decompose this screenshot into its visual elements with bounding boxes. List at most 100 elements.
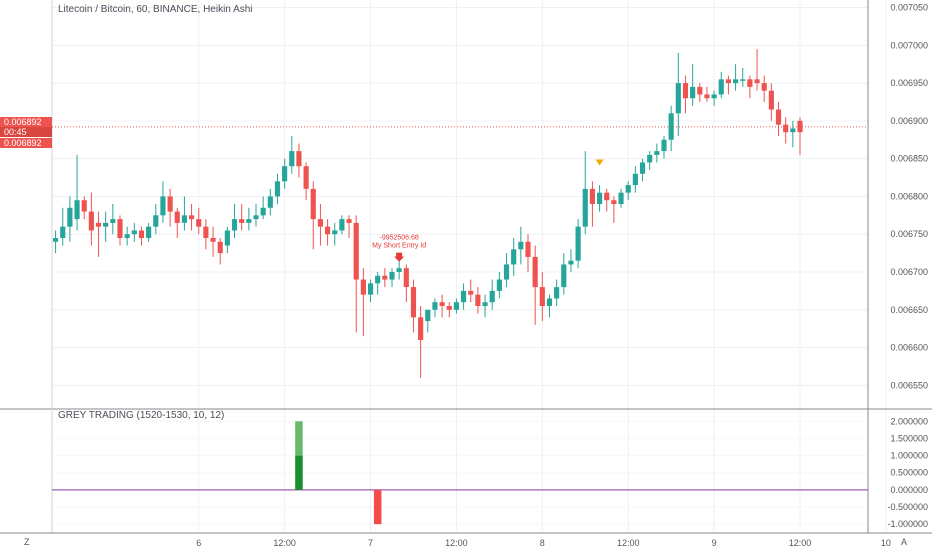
candle-body — [461, 290, 467, 303]
candle-body — [546, 298, 553, 306]
candle-body — [353, 222, 359, 280]
indicator-tick-label: 0.000000 — [890, 485, 928, 495]
corner-right-label[interactable]: A — [901, 537, 908, 547]
candle-body — [246, 219, 252, 223]
candle-body — [418, 317, 424, 340]
candle-body — [346, 219, 352, 223]
time-tick-label: 10 — [881, 538, 891, 548]
candle-body — [589, 188, 595, 204]
candle-body — [174, 211, 180, 223]
candle-body — [761, 83, 767, 91]
time-tick-label: 7 — [368, 538, 373, 548]
candle-body — [618, 192, 624, 204]
candle-body — [88, 211, 94, 231]
indicator-title: GREY TRADING (1520-1530, 10, 12) — [58, 410, 225, 421]
price-tick-label: 0.006800 — [890, 191, 928, 201]
candle-body — [468, 290, 474, 295]
candle-body — [260, 207, 266, 216]
candle-body — [60, 226, 66, 238]
candle-body — [747, 79, 753, 87]
candle-body — [475, 294, 481, 306]
candle-body — [181, 215, 187, 223]
candle-body — [303, 166, 309, 189]
candle-body — [511, 249, 517, 265]
candle-body — [725, 79, 731, 84]
candle-body — [754, 79, 760, 84]
time-tick-label: 12:00 — [445, 538, 468, 548]
candle-body — [647, 154, 653, 163]
candle-body — [296, 151, 302, 167]
candle-body — [203, 226, 209, 238]
candle-body — [518, 241, 524, 250]
candle-body — [482, 302, 488, 306]
time-tick-label: 8 — [540, 538, 545, 548]
time-tick-label: 9 — [712, 538, 717, 548]
candle-body — [403, 268, 409, 288]
last-price-label-bottom: 0.006892 — [0, 138, 52, 148]
candle-body — [768, 90, 774, 110]
candle-body — [282, 166, 288, 182]
candle-body — [568, 260, 574, 265]
candle-body — [325, 226, 331, 235]
indicator-bar-upper — [295, 421, 303, 456]
price-tick-label: 0.007050 — [890, 3, 928, 13]
signal-value-label: -9952506.68 — [379, 235, 418, 242]
price-tick-label: 0.007000 — [890, 40, 928, 50]
candle-body — [668, 113, 674, 140]
candle-body — [117, 219, 123, 238]
candle-body — [274, 181, 281, 197]
candle-body — [439, 302, 445, 306]
price-tick-label: 0.006600 — [890, 343, 928, 353]
price-tick-label: 0.006950 — [890, 78, 928, 88]
candle-body — [224, 230, 230, 246]
candle-body — [138, 230, 145, 238]
candle-body — [210, 238, 216, 242]
candle-body — [446, 306, 452, 310]
candle-body — [503, 264, 510, 280]
price-tick-label: 0.006550 — [890, 380, 928, 390]
candle-body — [367, 283, 374, 295]
candle-body — [131, 230, 137, 235]
candle-body — [704, 94, 710, 99]
candle-body — [611, 200, 617, 204]
candle-body — [682, 83, 689, 99]
candle-body — [597, 192, 603, 204]
indicator-bar-lower — [295, 455, 303, 490]
time-tick-label: 6 — [196, 538, 201, 548]
time-tick-label: 12:00 — [273, 538, 296, 548]
indicator-tick-label: 0.500000 — [890, 468, 928, 478]
short-entry-arrow-icon — [394, 252, 405, 262]
indicator-tick-label: 1.500000 — [890, 433, 928, 443]
candle-body — [582, 188, 588, 227]
candle-body — [575, 226, 581, 261]
candle-body — [718, 79, 724, 95]
candle-body — [639, 162, 646, 174]
candle-body — [146, 226, 152, 238]
candle-body — [425, 309, 431, 322]
candle-body — [53, 238, 59, 242]
candle-body — [253, 215, 259, 220]
indicator-tick-label: -0.500000 — [887, 502, 928, 512]
candle-body — [539, 287, 545, 306]
candle-body — [797, 120, 803, 133]
price-tick-label: 0.006700 — [890, 267, 928, 277]
candle-body — [675, 83, 681, 114]
indicator-tick-label: 1.000000 — [890, 451, 928, 461]
candle-body — [532, 256, 538, 288]
candle-body — [740, 79, 746, 81]
signal-entry-label: My Short Entry Id — [372, 243, 426, 250]
candle-body — [632, 173, 638, 186]
candle-body — [453, 302, 459, 310]
candle-body — [196, 219, 202, 227]
candle-body — [339, 219, 345, 231]
candle-body — [775, 109, 782, 125]
price-tick-label: 0.006750 — [890, 229, 928, 239]
indicator-tick-label: 2.000000 — [890, 416, 928, 426]
candle-body — [189, 215, 195, 220]
indicator-bar-negative — [373, 489, 382, 525]
corner-left-label[interactable]: Z — [24, 537, 30, 547]
candle-body — [160, 196, 166, 216]
candle-body — [103, 222, 109, 227]
